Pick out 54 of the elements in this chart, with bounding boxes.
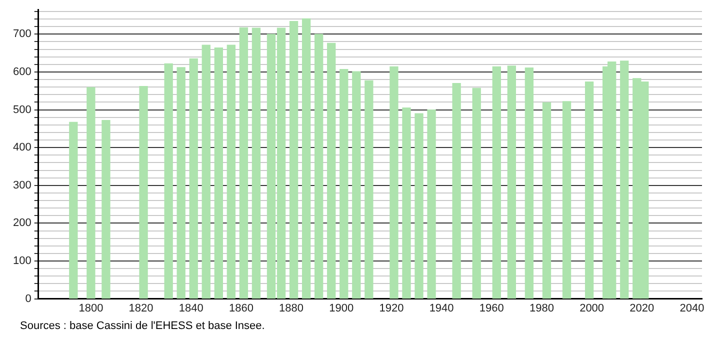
bar: [472, 88, 481, 299]
bar: [202, 44, 210, 299]
bar: [507, 66, 516, 299]
bar: [620, 60, 629, 299]
bar: [427, 109, 436, 299]
x-tick-label: 1940: [429, 302, 454, 314]
x-tick-label: 2000: [580, 302, 604, 314]
bar: [239, 27, 248, 299]
bar: [86, 87, 96, 299]
bar: [452, 82, 461, 299]
x-tick-label: 1820: [128, 302, 154, 314]
x-tick-label: 1840: [178, 302, 204, 314]
bar: [69, 122, 78, 299]
bar: [402, 108, 411, 299]
bar: [492, 66, 501, 299]
bar: [584, 81, 594, 299]
x-tick-label: 1880: [279, 302, 304, 314]
x-tick-label: 1980: [529, 302, 554, 314]
bar: [176, 67, 186, 299]
y-tick-label: 100: [12, 255, 32, 268]
bar: [524, 67, 534, 299]
bar: [390, 66, 398, 299]
bar: [314, 34, 324, 299]
bar: [302, 18, 311, 299]
bar: [189, 58, 198, 299]
bar: [327, 42, 336, 299]
source-note: Sources : base Cassini de l'EHESS et base Insee.: [20, 320, 265, 332]
bar: [252, 28, 261, 299]
bar: [226, 44, 236, 299]
bar: [562, 101, 572, 299]
y-tick-label: 700: [12, 28, 32, 40]
bar: [352, 71, 361, 299]
y-tick-label: 500: [12, 104, 32, 116]
x-tick-label: 1900: [329, 302, 354, 314]
y-tick-label: 200: [12, 217, 32, 230]
x-tick-label: 1920: [379, 302, 404, 314]
x-tick-label: 1800: [78, 302, 104, 314]
x-tick-label: 2040: [680, 302, 704, 314]
bar: [164, 63, 173, 299]
bar: [289, 20, 298, 299]
bar: [340, 69, 348, 299]
bar: [102, 120, 110, 299]
bar: [542, 102, 552, 299]
bar: [364, 80, 374, 299]
y-tick-label: 300: [12, 179, 32, 192]
bar: [414, 113, 424, 299]
bar: [139, 86, 148, 299]
bar: [214, 47, 223, 299]
y-tick-label: 0: [25, 292, 32, 305]
x-tick-label: 1960: [479, 302, 504, 314]
x-tick-label: 1860: [228, 302, 254, 314]
x-tick-label: 2020: [630, 302, 654, 314]
y-tick-label: 600: [12, 66, 32, 78]
y-tick-label: 400: [12, 142, 32, 154]
